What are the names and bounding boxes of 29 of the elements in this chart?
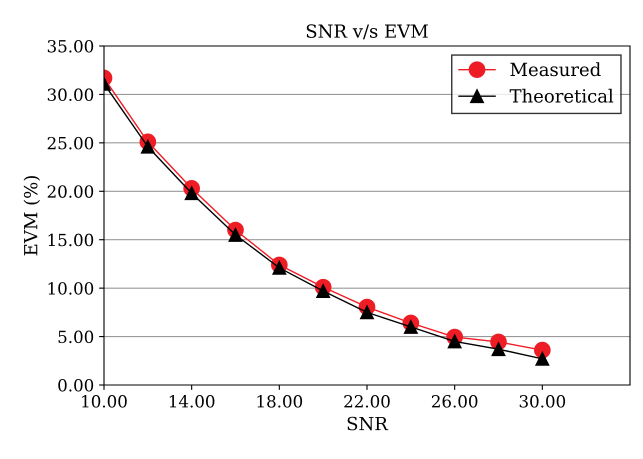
point [140,140,155,154]
point [184,186,199,200]
x-tick-label: 10.00 [82,395,127,408]
y-axis-title: EVM (%) [24,176,40,256]
legend-label: Theoretical [510,88,614,103]
point [228,228,242,242]
y-tick-label: 5.00 [58,330,94,344]
y-tick-label: 20.00 [48,185,94,198]
point [448,334,462,348]
x-tick-label: 22.00 [344,395,390,408]
x-axis-title: SNR [348,416,388,430]
y-tick-label: 35.00 [48,40,94,53]
point [404,320,418,334]
x-tick-label: 26.00 [432,395,478,408]
y-tick-label: 25.00 [48,136,94,150]
point [492,342,506,356]
y-tick-label: 10.00 [48,282,94,295]
point [272,260,286,275]
x-tick-label: 14.00 [170,395,214,408]
y-tick-label: 15.00 [48,234,94,246]
legend-label: Measured [510,62,601,76]
point [316,284,330,298]
point [535,352,550,366]
chart-title: SNR v/s EVM [306,24,428,40]
x-tick-label: 30.00 [520,395,566,408]
y-tick-label: 30.00 [48,88,94,101]
x-tick-label: 18.00 [258,395,302,408]
point [360,305,374,320]
y-tick-label: 0.00 [58,378,94,392]
